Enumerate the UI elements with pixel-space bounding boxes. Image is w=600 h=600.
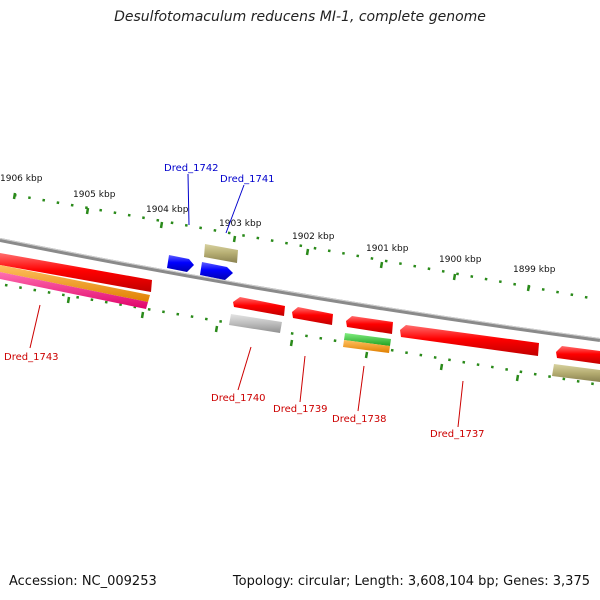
gene-dred-1740[interactable]	[233, 297, 285, 316]
kbp-label: 1900 kbp	[439, 255, 482, 265]
kbp-label: 1904 kbp	[146, 205, 189, 215]
gene-dred-1737[interactable]	[400, 325, 539, 356]
map-title: Desulfotomaculum reducens MI-1, complete…	[114, 9, 486, 25]
gene-tan-right[interactable]	[552, 364, 600, 382]
gene-orange-left[interactable]	[0, 265, 150, 302]
lower-major-ticks	[66, 296, 520, 382]
gene-dred-1738[interactable]	[346, 316, 393, 334]
upper-tick-ruler	[13, 193, 591, 300]
gene-orange-reverse[interactable]	[343, 340, 390, 353]
lower-tick-ruler	[4, 283, 600, 387]
upper-major-ticks	[12, 192, 531, 292]
gene-magenta-left[interactable]	[0, 272, 148, 309]
accession-text: Accession: NC_009253	[9, 574, 157, 589]
kbp-label: 1901 kbp	[366, 244, 409, 254]
gene-label-dred-1741: Dred_1741	[220, 174, 275, 185]
gene-dred-1743[interactable]	[0, 253, 152, 292]
kbp-label: 1899 kbp	[513, 265, 556, 275]
kbp-label: 1902 kbp	[292, 232, 335, 242]
kbp-label: 1903 kbp	[219, 219, 262, 229]
gene-label-dred-1740: Dred_1740	[211, 393, 266, 404]
gene-dred-1741[interactable]	[200, 262, 233, 280]
kbp-labels: 1906 kbp 1905 kbp 1904 kbp 1903 kbp 1902…	[0, 174, 556, 275]
gene-dred-1742[interactable]	[167, 255, 194, 272]
forward-callouts	[187, 173, 245, 234]
gene-label-dred-1742: Dred_1742	[164, 163, 219, 174]
gene-label-dred-1743: Dred_1743	[4, 352, 59, 363]
gene-green-reverse[interactable]	[344, 333, 391, 346]
reverse-callouts	[29, 304, 464, 428]
gene-label-dred-1738: Dred_1738	[332, 414, 387, 425]
gene-label-dred-1737: Dred_1737	[430, 429, 485, 440]
gene-dred-1739[interactable]	[292, 307, 333, 325]
gene-gray-reverse[interactable]	[229, 314, 282, 333]
topology-text: Topology: circular; Length: 3,608,104 bp…	[232, 574, 590, 589]
gene-red-right[interactable]	[556, 346, 600, 364]
genome-backbone	[0, 238, 600, 342]
reverse-genes	[0, 253, 600, 382]
gene-label-dred-1739: Dred_1739	[273, 404, 328, 415]
kbp-label: 1905 kbp	[73, 190, 116, 200]
kbp-label: 1906 kbp	[0, 174, 43, 184]
forward-genes	[167, 244, 238, 280]
gene-tan-forward[interactable]	[204, 244, 238, 263]
